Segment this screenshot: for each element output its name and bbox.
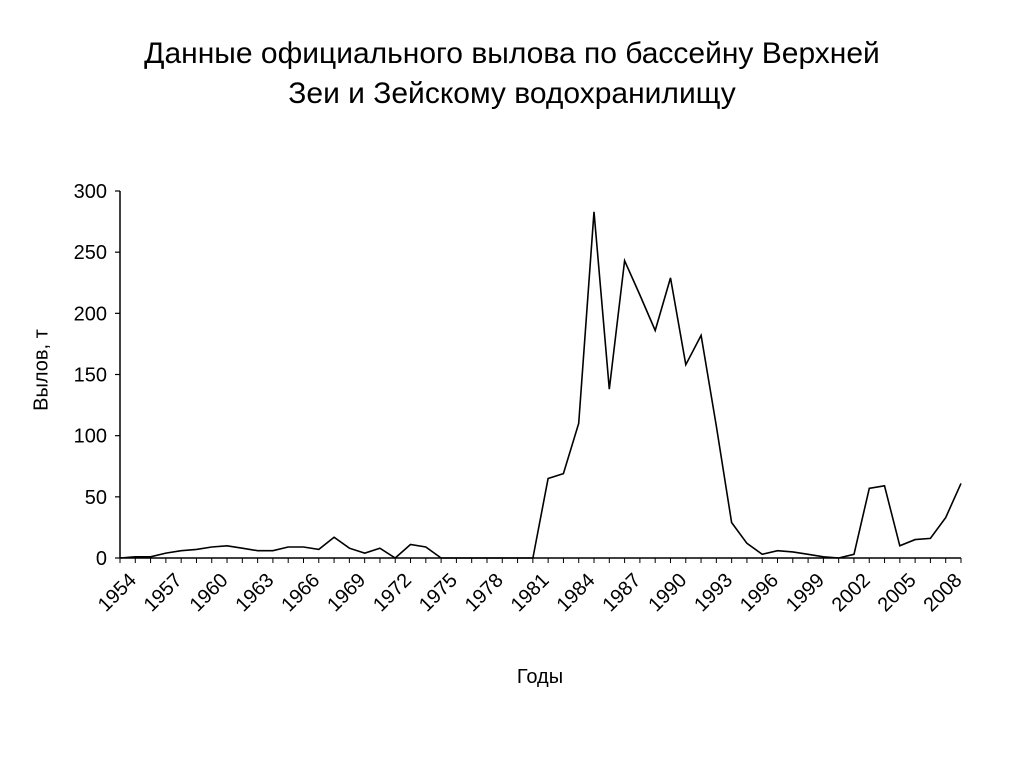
y-tick-label: 300 <box>74 181 107 203</box>
y-tick-label: 150 <box>74 365 107 387</box>
x-tick-label: 1957 <box>140 569 187 616</box>
x-tick-label: 1960 <box>186 569 233 616</box>
x-tick-label: 1969 <box>323 569 370 616</box>
x-tick-label: 1981 <box>507 569 554 616</box>
x-tick-label: 1984 <box>553 569 600 616</box>
y-axis-label: Вылов, т <box>30 329 53 411</box>
x-tick-label: 1999 <box>782 569 829 616</box>
y-tick-label: 250 <box>74 242 107 264</box>
x-tick-label: 1990 <box>644 569 691 616</box>
x-axis-ticks: 1954195719601963196619691972197519781981… <box>94 558 967 616</box>
x-tick-label: 1963 <box>231 569 278 616</box>
y-tick-label: 50 <box>85 487 107 509</box>
x-tick-label: 2002 <box>828 569 875 616</box>
x-tick-label: 1987 <box>598 569 645 616</box>
chart-title-line-1: Данные официального вылова по бассейну В… <box>144 37 880 70</box>
x-tick-label: 1996 <box>736 569 783 616</box>
series-line <box>119 211 962 559</box>
x-tick-label: 1978 <box>461 569 508 616</box>
y-axis-ticks: 0 50 100 150 200 250 300 <box>74 181 120 570</box>
x-tick-label: 1972 <box>369 569 416 616</box>
y-tick-label: 0 <box>96 548 107 570</box>
chart-title: Данные официального вылова по бассейну В… <box>0 34 1024 114</box>
y-tick-label: 200 <box>74 303 107 325</box>
x-tick-label: 1993 <box>690 569 737 616</box>
x-tick-label: 2005 <box>874 569 921 616</box>
chart-title-line-2: Зеи и Зейскому водохранилищу <box>288 77 736 110</box>
x-tick-label: 1954 <box>94 569 141 616</box>
axes <box>119 191 961 559</box>
x-tick-label: 2008 <box>920 569 967 616</box>
series <box>119 211 962 559</box>
x-tick-label: 1975 <box>415 569 462 616</box>
x-tick-label: 1966 <box>277 569 324 616</box>
x-axis-label: Годы <box>516 666 564 688</box>
y-tick-label: 100 <box>74 426 107 448</box>
